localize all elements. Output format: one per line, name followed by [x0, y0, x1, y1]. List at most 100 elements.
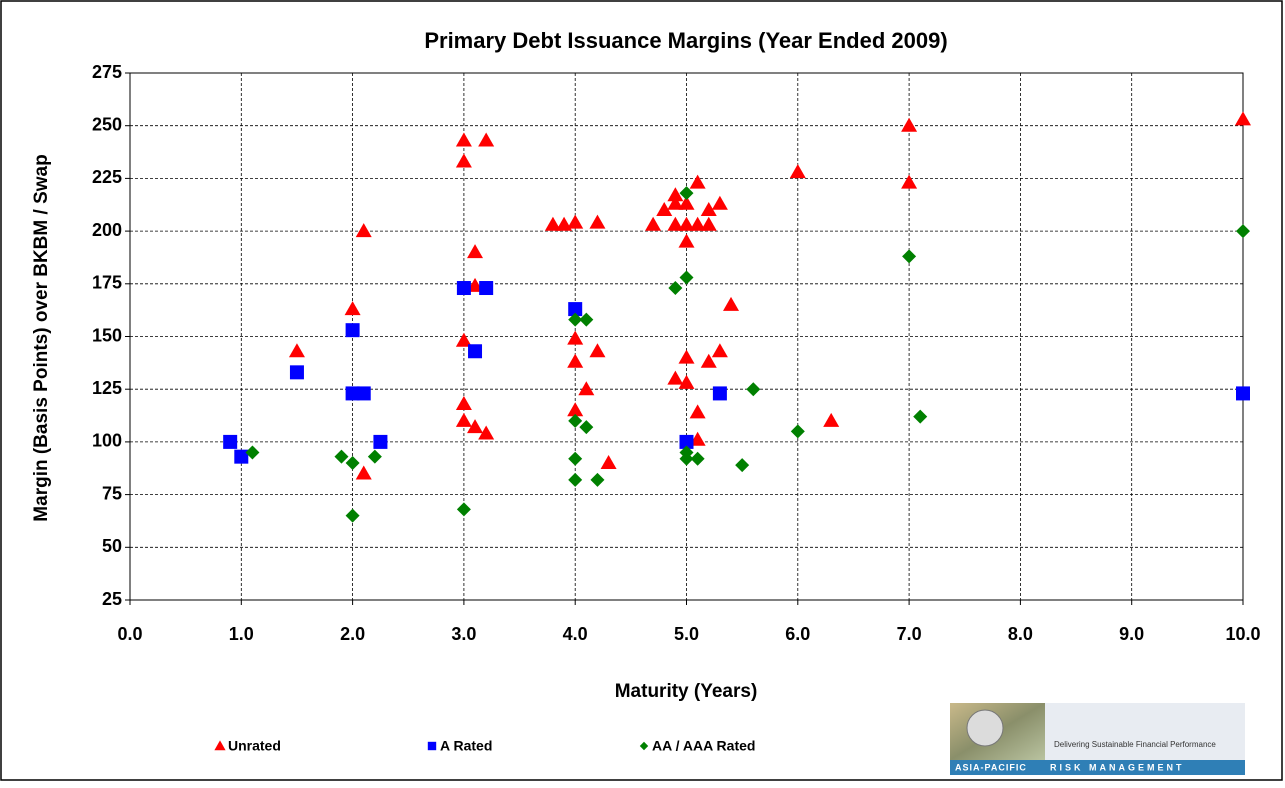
x-tick-label: 10.0 — [1225, 624, 1260, 644]
point — [711, 343, 728, 358]
point — [678, 233, 695, 248]
point — [711, 195, 728, 210]
point — [344, 301, 361, 316]
logo-left: ASIA-PACIFIC — [955, 762, 1027, 772]
point — [667, 370, 684, 385]
point — [345, 455, 360, 470]
y-tick-label: 225 — [92, 167, 122, 187]
point — [689, 216, 706, 231]
point — [479, 281, 494, 296]
point — [478, 132, 495, 147]
x-tick-label: 4.0 — [563, 624, 588, 644]
point — [478, 425, 495, 440]
y-tick-label: 125 — [92, 378, 122, 398]
point — [789, 164, 806, 179]
point — [913, 409, 928, 424]
point — [823, 412, 840, 427]
legend-label: Unrated — [228, 738, 281, 754]
x-tick-label: 1.0 — [229, 624, 254, 644]
point — [679, 186, 694, 201]
point — [589, 343, 606, 358]
point — [1235, 111, 1251, 126]
point — [355, 223, 372, 238]
point — [234, 449, 249, 464]
point — [455, 132, 472, 147]
point — [245, 445, 260, 460]
point — [467, 277, 484, 292]
plot-frame — [129, 72, 1244, 601]
point — [600, 454, 617, 469]
point — [746, 382, 761, 397]
legend-symbol — [639, 741, 649, 751]
y-tick-label: 150 — [92, 325, 122, 345]
point — [367, 449, 382, 464]
x-tick-label: 2.0 — [340, 624, 365, 644]
point — [689, 404, 706, 419]
legend-label: A Rated — [440, 738, 492, 754]
point — [456, 502, 471, 517]
point — [567, 330, 584, 345]
point — [667, 187, 684, 202]
point — [589, 214, 606, 229]
logo-right: RISK MANAGEMENT — [1050, 762, 1185, 772]
point — [373, 434, 388, 449]
point — [590, 472, 605, 487]
point — [223, 434, 238, 449]
point — [345, 323, 360, 338]
point — [656, 202, 673, 217]
point — [288, 343, 305, 358]
point — [355, 465, 372, 480]
point — [334, 449, 349, 464]
legend-marker — [639, 741, 649, 751]
point — [579, 420, 594, 435]
y-tick-label: 75 — [102, 483, 122, 503]
point — [689, 431, 706, 446]
logo-emblem — [966, 709, 1004, 747]
point — [578, 381, 595, 396]
point — [567, 214, 584, 229]
point — [455, 153, 472, 168]
x-tick-label: 7.0 — [897, 624, 922, 644]
point — [567, 402, 584, 417]
point — [679, 270, 694, 285]
y-tick-label: 100 — [92, 431, 122, 451]
legend-label: AA / AAA Rated — [652, 738, 755, 754]
point — [356, 386, 371, 401]
point — [690, 451, 705, 466]
point — [790, 424, 805, 439]
point — [901, 117, 918, 132]
point — [735, 458, 750, 473]
y-tick-label: 50 — [102, 536, 122, 556]
legend-marker — [427, 741, 437, 751]
point — [467, 419, 484, 434]
legend-symbol — [214, 740, 226, 751]
point — [456, 281, 471, 296]
point — [467, 244, 484, 259]
point — [689, 174, 706, 189]
point — [678, 195, 695, 210]
y-tick-label: 175 — [92, 273, 122, 293]
point — [678, 349, 695, 364]
y-tick-label: 275 — [92, 62, 122, 82]
point — [679, 451, 694, 466]
chart-title: Primary Debt Issuance Margins (Year Ende… — [424, 28, 947, 53]
x-tick-label: 5.0 — [674, 624, 699, 644]
point — [902, 249, 917, 264]
point — [679, 434, 694, 449]
x-tick-label: 8.0 — [1008, 624, 1033, 644]
point — [645, 216, 662, 231]
point — [667, 216, 684, 231]
point — [667, 195, 684, 210]
point — [901, 174, 918, 189]
y-tick-label: 200 — [92, 220, 122, 240]
point — [568, 302, 583, 317]
legend-symbol — [427, 741, 437, 751]
point — [568, 413, 583, 428]
point — [568, 312, 583, 327]
point — [1236, 386, 1250, 401]
point — [723, 296, 740, 311]
point — [1236, 224, 1250, 239]
logo-tagline: Delivering Sustainable Financial Perform… — [1054, 740, 1216, 749]
x-axis-label: Maturity (Years) — [615, 681, 758, 702]
